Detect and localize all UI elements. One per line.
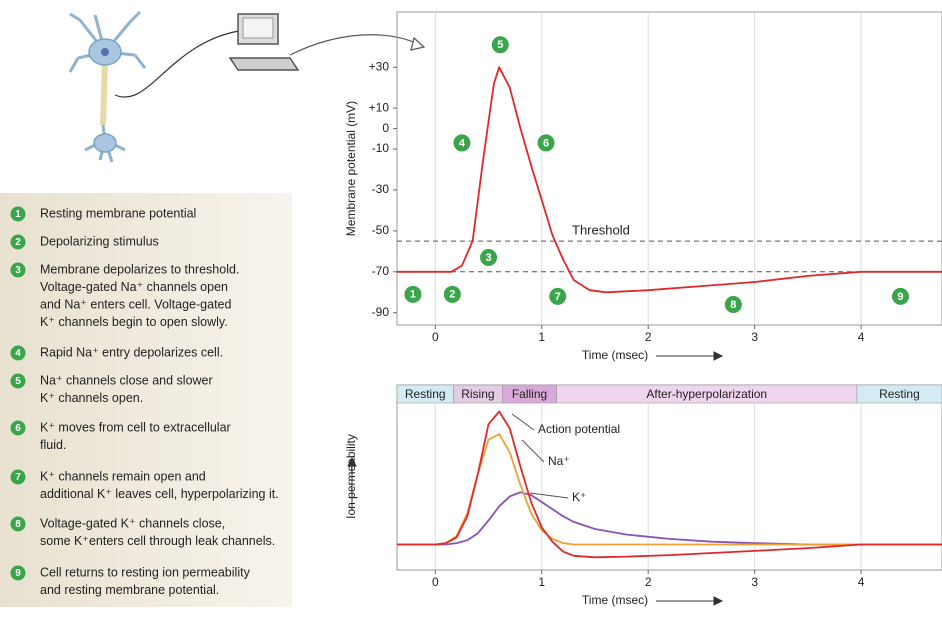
y-tick-label: -90 [372,305,390,319]
phase-label: Resting [879,387,920,401]
phase-label: After-hyperpolarization [646,387,767,401]
series-line [397,492,942,544]
x-axis-title: Time (msec) [582,593,648,607]
x-tick-label: 0 [432,575,439,589]
legend-leader [512,414,534,430]
legend-label: Action potential [538,422,620,436]
axis-arrow [656,352,722,360]
step-marker-label: 6 [543,137,549,149]
y-tick-label: +10 [369,100,390,114]
y-tick-label: +30 [369,59,390,73]
phase-label: Resting [405,387,446,401]
x-tick-label: 2 [645,575,652,589]
step-number: 9 [15,568,21,579]
step-text: Membrane depolarizes to threshold. [40,262,239,276]
y-tick-label: -30 [372,182,390,196]
step-number: 6 [15,423,21,434]
y-axis-title: Ion permeability [344,434,358,519]
step-marker-label: 2 [449,289,455,301]
step-text: Na⁺ channels close and slower [40,373,213,387]
step-text: fluid. [40,438,66,452]
step-text: Cell returns to resting ion permeability [40,565,251,579]
step-marker-label: 3 [485,252,491,264]
series-line [397,67,942,292]
neuron-illustration [70,12,424,162]
y-tick-label: -10 [372,141,390,155]
step-text: Resting membrane potential [40,206,196,220]
step-number: 8 [15,519,21,530]
legend-leader [522,440,544,462]
step-marker-label: 8 [730,299,736,311]
axis-arrow [656,597,722,605]
step-text: K⁺ channels open. [40,391,143,405]
reference-label: Threshold [572,223,630,238]
legend-label: K⁺ [572,490,586,504]
step-text: Voltage-gated K⁺ channels close, [40,516,225,530]
step-text: Voltage-gated Na⁺ channels open [40,280,228,294]
step-marker-label: 9 [897,291,903,303]
step-number: 3 [15,265,21,276]
step-number: 2 [15,237,21,248]
step-number: 7 [15,472,21,483]
step-marker-label: 7 [555,291,561,303]
series-line [397,412,942,558]
step-text: K⁺ channels remain open and [40,469,206,483]
x-tick-label: 3 [751,330,758,344]
y-axis-title: Membrane potential (mV) [344,101,358,236]
step-text: Rapid Na⁺ entry depolarizes cell. [40,345,223,359]
step-text: and resting membrane potential. [40,583,219,597]
x-axis-title: Time (msec) [582,348,648,362]
x-tick-label: 2 [645,330,652,344]
step-text: and Na⁺ enters cell. Voltage-gated [40,297,231,311]
step-marker-label: 1 [410,289,416,301]
step-text: Depolarizing stimulus [40,234,159,248]
series-line [397,434,942,544]
phase-label: Rising [461,387,494,401]
plot-frame [397,385,942,570]
x-tick-label: 1 [538,330,545,344]
step-marker-label: 5 [497,39,503,51]
phase-label: Falling [512,387,547,401]
step-number: 5 [15,376,21,387]
x-tick-label: 4 [858,575,865,589]
step-marker-label: 4 [459,137,466,149]
step-number: 1 [15,209,21,220]
plot-frame [397,12,942,325]
figure: 1 Resting membrane potential 2 Depolarizing… [0,0,942,612]
legend-label: Na⁺ [548,454,570,468]
y-tick-label: -70 [372,264,390,278]
y-tick-label: 0 [382,121,389,135]
step-number: 4 [15,348,21,359]
step-text: some K⁺enters cell through leak channels… [40,534,275,548]
step-text: K⁺ moves from cell to extracellular [40,420,231,434]
x-tick-label: 3 [751,575,758,589]
step-text: K⁺ channels begin to open slowly. [40,315,228,329]
y-tick-label: -50 [372,223,390,237]
x-tick-label: 0 [432,330,439,344]
x-tick-label: 1 [538,575,545,589]
x-tick-label: 4 [858,330,865,344]
step-text: additional K⁺ leaves cell, hyperpolarizi… [40,487,279,501]
